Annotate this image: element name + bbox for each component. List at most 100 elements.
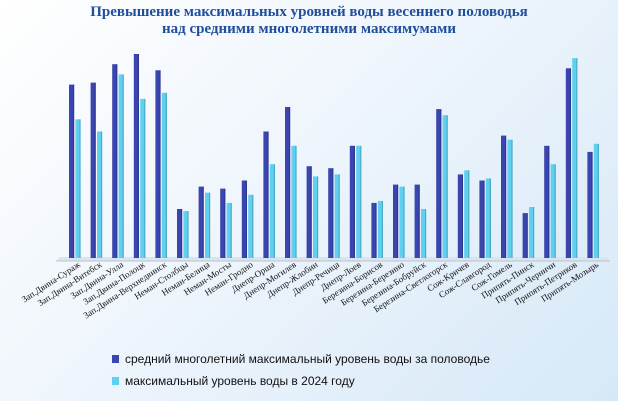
bar-shade-series-2-3 [122, 74, 124, 259]
bar-series-2-7 [205, 192, 211, 258]
bar-series-2-8 [226, 202, 232, 258]
bar-shade-series-2-17 [425, 209, 427, 258]
bar-shade-series-1-19 [461, 174, 463, 258]
bar-shade-series-1-15 [375, 202, 377, 258]
bar-series-2-9 [248, 194, 254, 258]
bar-shade-series-2-12 [317, 176, 319, 258]
bar-shade-series-2-6 [187, 211, 189, 258]
bar-series-1-22 [522, 213, 528, 258]
bar-series-1-12 [306, 166, 312, 258]
bar-series-2-22 [529, 207, 535, 258]
bar-shade-series-1-2 [94, 82, 96, 258]
bar-shade-series-1-22 [526, 213, 528, 258]
bar-shade-series-1-23 [548, 145, 550, 258]
bar-series-2-3 [118, 74, 124, 259]
bar-series-1-21 [501, 135, 507, 258]
bar-series-1-18 [436, 109, 442, 258]
bar-shade-series-1-24 [569, 68, 571, 258]
bar-shade-series-1-6 [181, 209, 183, 258]
bar-series-1-14 [349, 145, 355, 258]
bar-series-2-19 [464, 170, 470, 258]
bar-series-1-15 [371, 202, 377, 258]
bar-shade-series-2-9 [252, 194, 254, 258]
bar-shade-series-1-5 [159, 70, 161, 258]
bar-shade-series-2-19 [468, 170, 470, 258]
bar-shade-series-2-16 [403, 186, 405, 258]
bar-shade-series-2-21 [511, 139, 513, 258]
bar-shade-series-1-14 [353, 145, 355, 258]
bar-series-2-11 [291, 145, 297, 258]
bar-shade-series-2-10 [273, 164, 275, 258]
legend-label-series-2: максимальный уровень воды в 2024 году [125, 374, 355, 388]
bar-shade-series-1-16 [397, 184, 399, 258]
bar-shade-series-2-20 [489, 178, 491, 258]
bar-series-1-10 [263, 131, 269, 258]
bar-shade-series-1-4 [137, 54, 139, 258]
bar-series-1-25 [587, 151, 593, 258]
bar-series-2-2 [97, 131, 103, 258]
bar-series-2-17 [421, 209, 427, 258]
chart-title-line-2: над средними многолетними максимумами [161, 21, 457, 37]
bar-shade-series-2-14 [360, 145, 362, 258]
bar-series-1-19 [457, 174, 463, 258]
bar-series-1-2 [90, 82, 96, 258]
bar-series-1-16 [393, 184, 399, 258]
bar-shade-series-1-20 [483, 180, 485, 258]
bar-shade-series-2-8 [230, 202, 232, 258]
bar-series-2-5 [161, 92, 167, 258]
bar-series-1-8 [220, 188, 226, 258]
bar-series-2-12 [313, 176, 319, 258]
bar-shade-series-1-9 [245, 180, 247, 258]
bar-series-1-11 [285, 107, 291, 258]
bar-series-1-6 [177, 209, 183, 258]
bar-shade-series-1-3 [116, 64, 118, 258]
legend-label-series-1: средний многолетний максимальный уровень… [125, 352, 490, 366]
bar-series-2-14 [356, 145, 362, 258]
bar-series-2-10 [269, 164, 275, 258]
bar-shade-series-1-1 [73, 84, 75, 258]
bar-shade-series-2-7 [209, 192, 211, 258]
bar-shade-series-2-11 [295, 145, 297, 258]
bar-shade-series-2-22 [533, 207, 535, 258]
bar-series-2-15 [377, 200, 383, 258]
legend-swatch-series-2 [112, 377, 119, 385]
bar-series-2-16 [399, 186, 405, 258]
legend-swatch-series-1 [112, 355, 119, 363]
bar-series-2-21 [507, 139, 513, 258]
bar-shade-series-1-18 [440, 109, 442, 258]
bar-shade-series-2-24 [576, 58, 578, 258]
bar-series-1-17 [414, 184, 420, 258]
plot-area: Зап.Двина-СуражЗап.Двина-ВитебскЗап.Двин… [20, 54, 610, 320]
bar-shade-series-2-18 [446, 115, 448, 258]
bar-series-2-20 [485, 178, 491, 258]
bar-series-2-24 [572, 58, 578, 258]
chart-title: Превышение максимальных уровней воды вес… [0, 4, 618, 38]
bar-shade-series-2-2 [101, 131, 103, 258]
bar-shade-series-1-11 [289, 107, 291, 258]
bar-shade-series-1-25 [591, 151, 593, 258]
bar-series-1-3 [112, 64, 118, 258]
chart-title-line-1: Превышение максимальных уровней воды вес… [90, 4, 528, 20]
bar-series-2-25 [593, 143, 599, 258]
bar-shade-series-1-13 [332, 168, 334, 258]
bar-shade-series-1-10 [267, 131, 269, 258]
bar-series-2-1 [75, 119, 81, 258]
bar-shade-series-2-4 [144, 98, 146, 259]
bar-shade-series-2-23 [554, 164, 556, 258]
bar-shade-series-2-25 [597, 143, 599, 258]
bar-shade-series-2-1 [79, 119, 81, 258]
bar-series-2-4 [140, 98, 146, 259]
bar-series-1-9 [241, 180, 247, 258]
bar-series-2-13 [334, 174, 340, 258]
bar-shade-series-2-13 [338, 174, 340, 258]
bar-series-1-5 [155, 70, 161, 258]
bar-shade-series-1-7 [202, 186, 204, 258]
bar-shade-series-2-15 [381, 200, 383, 258]
bar-series-1-23 [544, 145, 550, 258]
bar-series-2-6 [183, 211, 189, 258]
bar-shade-series-1-12 [310, 166, 312, 258]
bar-shade-series-2-5 [165, 92, 167, 258]
bar-series-1-24 [565, 68, 571, 258]
bar-shade-series-1-8 [224, 188, 226, 258]
